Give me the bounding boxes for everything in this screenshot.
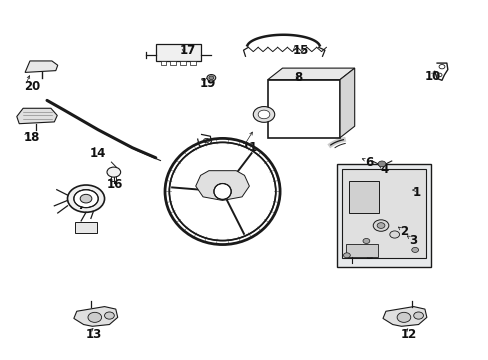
Circle shape [362, 238, 369, 243]
Circle shape [104, 312, 114, 319]
Text: 14: 14 [90, 147, 106, 159]
Circle shape [107, 167, 121, 177]
Text: 15: 15 [292, 44, 308, 57]
Circle shape [343, 253, 349, 258]
Bar [267, 80, 339, 138]
Bar [336, 163, 430, 267]
Text: 19: 19 [199, 77, 216, 90]
Circle shape [80, 194, 92, 203]
Text: 6: 6 [365, 156, 373, 169]
Circle shape [377, 161, 385, 167]
Polygon shape [339, 68, 354, 138]
Circle shape [413, 312, 423, 319]
Bar [170, 61, 176, 64]
Circle shape [396, 312, 410, 322]
Polygon shape [74, 307, 118, 326]
Bar [180, 61, 185, 64]
Text: 11: 11 [242, 140, 258, 153]
Circle shape [74, 190, 98, 208]
Polygon shape [17, 108, 57, 124]
Text: 2: 2 [400, 225, 408, 238]
Polygon shape [382, 307, 426, 326]
Circle shape [411, 247, 418, 252]
Circle shape [67, 185, 104, 212]
Text: 8: 8 [294, 71, 302, 84]
Text: 4: 4 [379, 163, 387, 176]
Text: 12: 12 [400, 328, 416, 341]
Bar [156, 44, 200, 61]
Polygon shape [195, 171, 249, 201]
Bar [160, 61, 166, 64]
Text: 7: 7 [78, 199, 86, 212]
Circle shape [258, 110, 269, 119]
Circle shape [206, 75, 215, 81]
Polygon shape [348, 181, 378, 213]
Polygon shape [25, 61, 58, 72]
Bar [189, 61, 195, 64]
Ellipse shape [169, 143, 275, 240]
Bar [75, 222, 97, 233]
Bar [341, 169, 425, 258]
Text: 3: 3 [408, 234, 417, 247]
Text: 9: 9 [189, 148, 198, 161]
Bar [345, 244, 377, 257]
Circle shape [208, 76, 213, 80]
Text: 18: 18 [24, 131, 41, 144]
Polygon shape [267, 68, 354, 80]
Text: 20: 20 [24, 80, 41, 93]
Circle shape [88, 312, 102, 322]
Text: 13: 13 [86, 328, 102, 341]
Text: 5: 5 [365, 249, 373, 262]
Text: 1: 1 [412, 186, 420, 199]
Circle shape [253, 107, 274, 122]
Ellipse shape [213, 184, 231, 199]
Text: 10: 10 [424, 69, 440, 82]
Circle shape [376, 223, 384, 228]
Text: 17: 17 [180, 44, 196, 57]
Circle shape [372, 220, 388, 231]
Circle shape [389, 231, 399, 238]
Text: 16: 16 [107, 178, 123, 191]
